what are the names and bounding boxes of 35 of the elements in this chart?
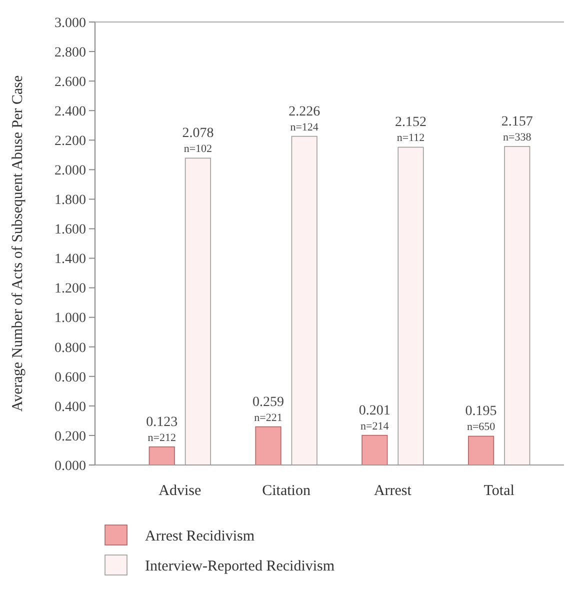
- y-tick-label: 1.000: [54, 311, 86, 326]
- data-label: 0.259 n=221: [252, 394, 284, 424]
- legend-label: Interview-Reported Recidivism: [145, 558, 335, 574]
- bar: [255, 426, 282, 466]
- x-tick-label: Arrest: [374, 483, 412, 499]
- y-tick-label: 1.200: [54, 282, 86, 297]
- y-axis-title: Average Number of Acts of Subsequent Abuse Per Case: [10, 75, 26, 412]
- bar: [468, 436, 494, 466]
- y-tick-label: 1.800: [54, 193, 86, 208]
- data-label: 2.078 n=102: [182, 126, 214, 156]
- y-tick-label: 2.000: [54, 164, 86, 179]
- data-label: 0.123 n=212: [146, 414, 178, 444]
- y-tick-label: 0.800: [54, 340, 86, 356]
- y-tick-label: 2.200: [54, 134, 86, 150]
- y-tick-label: 0.400: [54, 400, 86, 415]
- y-tick-label: 2.400: [54, 104, 86, 120]
- data-label: 0.195 n=650: [465, 404, 497, 434]
- bar: [362, 434, 388, 466]
- x-tick-label: Citation: [262, 483, 311, 499]
- y-tick-label: 3.000: [54, 16, 86, 31]
- bar: [148, 446, 175, 466]
- y-tick-label: 0.200: [54, 429, 86, 444]
- y-tick-label: 0.000: [54, 458, 86, 474]
- y-tick-label: 0.600: [54, 370, 86, 386]
- x-tick-label: Total: [484, 483, 514, 499]
- y-tick-label: 1.400: [54, 252, 86, 268]
- y-tick-label: 2.800: [54, 45, 86, 60]
- y-tick-label: 2.600: [54, 74, 86, 90]
- legend-label: Arrest Recidivism: [145, 528, 255, 544]
- x-tick-label: Advise: [158, 483, 202, 499]
- data-label: 0.201 n=214: [358, 403, 390, 432]
- data-label: 2.226 n=124: [288, 104, 320, 134]
- y-tick-label: 1.600: [54, 222, 86, 238]
- data-label: 2.152 n=112: [394, 115, 426, 144]
- data-label: 2.157 n=338: [501, 114, 533, 144]
